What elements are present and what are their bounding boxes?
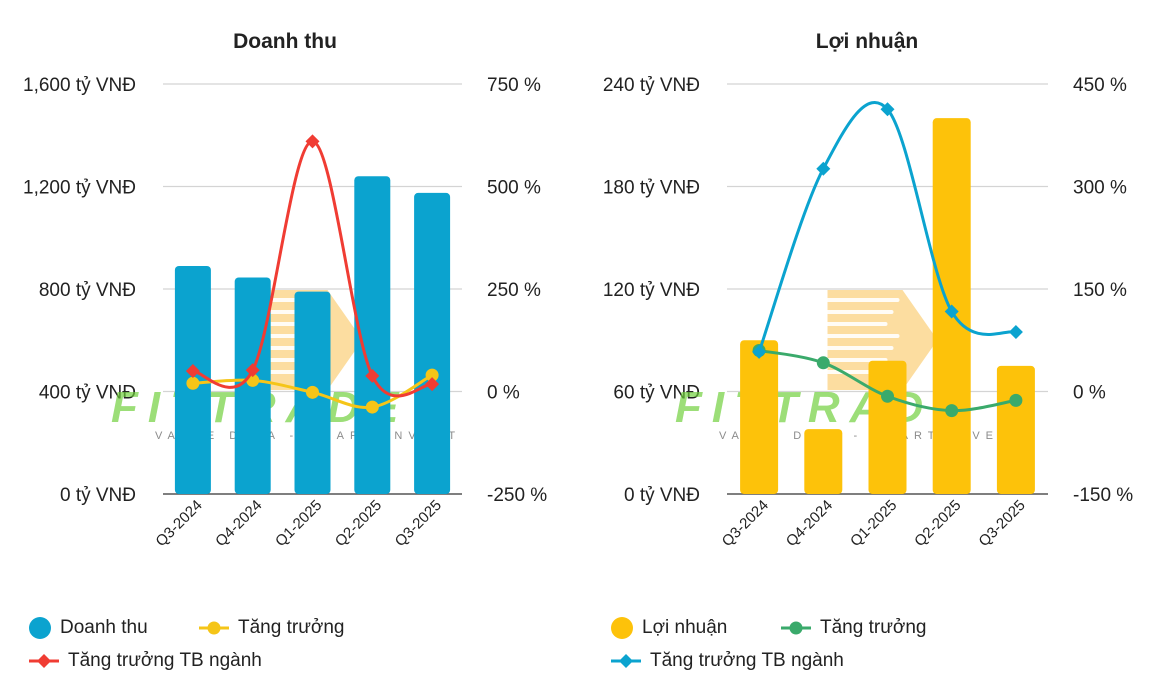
revenue-y-right-tick: 750 % — [487, 75, 541, 96]
profit-point-industry-growth — [1008, 325, 1023, 340]
legend-label: Tăng trưởng TB ngành — [68, 650, 262, 671]
revenue-bar — [354, 176, 391, 494]
revenue-chart-title: Doanh thu — [233, 30, 337, 53]
profit-point-industry-growth — [752, 344, 767, 359]
legend-label: Tăng trưởng — [238, 617, 345, 638]
profit-y-right-tick: 450 % — [1073, 75, 1127, 96]
revenue-x-tick: Q3-2024 — [152, 497, 205, 550]
legend-item: Tăng trưởng TB ngành — [28, 648, 262, 674]
revenue-x-tick: Q4-2024 — [212, 497, 265, 550]
profit-y-left-tick: 240 tỷ VNĐ — [603, 75, 700, 96]
profit-y-left-tick: 0 tỷ VNĐ — [624, 485, 700, 506]
watermark-text: FITTRADE — [675, 383, 973, 432]
profit-point-industry-growth — [880, 102, 895, 117]
revenue-point-industry-growth — [425, 377, 440, 392]
revenue-y-right-tick: -250 % — [487, 485, 547, 506]
profit-y-left-tick: 60 tỷ VNĐ — [613, 383, 700, 404]
profit-point-industry-growth — [816, 161, 831, 176]
profit-y-right-tick: 0 % — [1073, 383, 1106, 404]
revenue-point-industry-growth — [185, 364, 200, 378]
legend-swatch-line-circle-icon — [781, 621, 811, 635]
profit-point-growth — [1009, 393, 1023, 407]
legend-swatch-line-circle-icon — [199, 621, 229, 635]
revenue-point-growth — [425, 368, 439, 382]
profit-bar — [996, 365, 1035, 494]
profit-chart-title: Lợi nhuận — [816, 30, 918, 53]
revenue-y-left-tick: 0 tỷ VNĐ — [60, 485, 136, 506]
watermark-logo: FITTRADEVALUE DATA - SMART INVEST — [111, 290, 455, 442]
profit-point-growth — [881, 389, 894, 403]
profit-x-tick: Q2-2025 — [911, 497, 964, 550]
profit-x-tick: Q1-2025 — [847, 497, 900, 550]
profit-x-tick: Q3-2024 — [719, 497, 772, 550]
legend-item: Doanh thu — [28, 615, 148, 641]
profit-y-left-tick: 120 tỷ VNĐ — [603, 280, 700, 301]
revenue-bar — [414, 192, 451, 494]
profit-point-industry-growth — [944, 304, 959, 319]
revenue-point-industry-growth — [305, 134, 320, 149]
watermark-logo: FITTRADEVALUE DATA - SMART INVEST — [675, 290, 1019, 442]
legend-label: Tăng trưởng — [820, 617, 927, 638]
profit-y-left-tick: 180 tỷ VNĐ — [603, 178, 700, 199]
revenue-y-right-tick: 500 % — [487, 178, 541, 199]
profit-x-tick: Q3-2025 — [975, 497, 1028, 550]
legend-profit: Lợi nhuận Tăng trưởng Tăng trưởng TB ngành — [610, 615, 1150, 681]
profit-point-growth — [945, 404, 959, 418]
revenue-y-left-tick: 400 tỷ VNĐ — [39, 383, 136, 404]
legend-item: Tăng trưởng — [198, 615, 345, 641]
legend-label: Tăng trưởng TB ngành — [650, 650, 844, 671]
revenue-y-left-tick: 1,200 tỷ VNĐ — [23, 178, 136, 199]
profit-bar — [868, 360, 907, 494]
revenue-point-industry-growth — [245, 363, 260, 378]
revenue-point-growth — [365, 400, 379, 414]
revenue-x-tick: Q2-2025 — [332, 497, 385, 550]
legend-revenue: Doanh thu Tăng trưởng Tăng trưởng TB ngành — [28, 615, 568, 681]
profit-y-right-tick: 300 % — [1073, 178, 1127, 199]
legend-swatch-line-diamond-icon — [611, 654, 641, 668]
profit-x-tick: Q4-2024 — [783, 497, 836, 550]
revenue-point-growth — [186, 376, 200, 390]
legend-label: Doanh thu — [60, 617, 148, 638]
watermark-chevron — [827, 290, 938, 390]
revenue-x-tick: Q1-2025 — [272, 497, 325, 550]
revenue-point-growth — [306, 385, 319, 399]
legend-item: Tăng trưởng TB ngành — [610, 648, 844, 674]
legend-swatch-circle-icon — [611, 617, 633, 639]
revenue-y-right-tick: 0 % — [487, 383, 520, 404]
legend-swatch-line-diamond-icon — [29, 654, 59, 668]
revenue-y-left-tick: 800 tỷ VNĐ — [39, 280, 136, 301]
revenue-x-tick: Q3-2025 — [392, 497, 445, 550]
revenue-y-left-tick: 1,600 tỷ VNĐ — [23, 75, 136, 96]
profit-y-right-tick: 150 % — [1073, 280, 1127, 301]
revenue-point-industry-growth — [365, 368, 380, 383]
legend-swatch-circle-icon — [29, 617, 51, 639]
profit-y-right-tick: -150 % — [1073, 485, 1133, 506]
revenue-y-right-tick: 250 % — [487, 280, 541, 301]
profit-bar — [804, 429, 843, 494]
legend-label: Lợi nhuận — [642, 617, 728, 638]
legend-item: Lợi nhuận — [610, 615, 727, 641]
profit-bar — [740, 340, 779, 494]
profit-point-growth — [816, 356, 830, 370]
legend-item: Tăng trưởng — [780, 615, 927, 641]
